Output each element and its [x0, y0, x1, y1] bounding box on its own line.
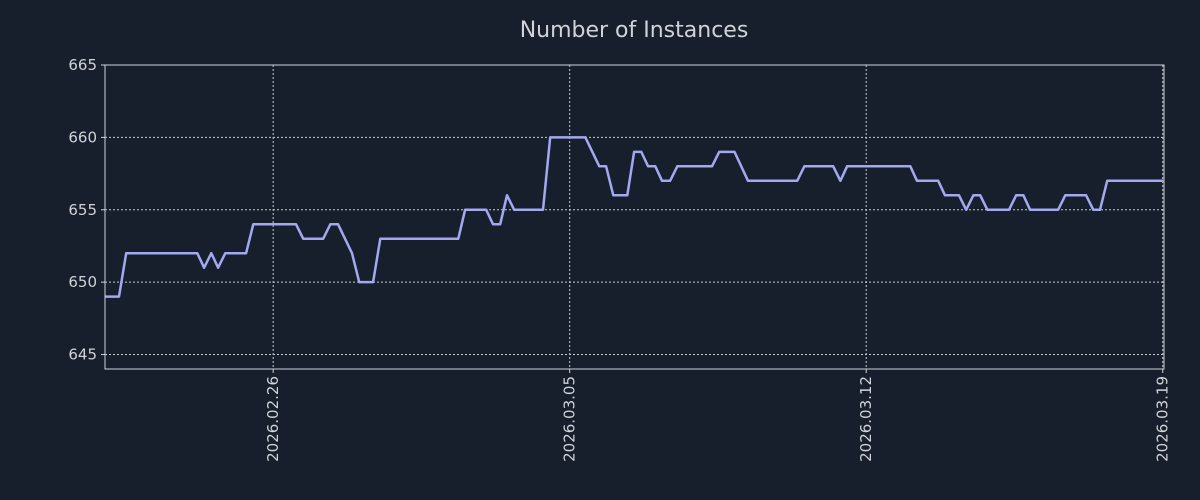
y-tick-label: 645	[68, 346, 97, 364]
y-tick-label: 655	[68, 201, 97, 219]
plot-frame	[104, 64, 1165, 370]
y-tick-label: 660	[68, 128, 97, 146]
y-tick-label: 665	[68, 56, 97, 74]
y-axis: 645 650 655 660 665	[68, 56, 105, 364]
y-tick-label: 650	[68, 273, 97, 291]
grid	[105, 64, 1164, 369]
chart-title: Number of Instances	[520, 18, 749, 43]
x-tick-label: 2026.02.26	[264, 376, 282, 462]
series-line	[105, 136, 1164, 298]
x-tick-label: 2026.03.19	[1154, 376, 1172, 462]
x-tick-label: 2026.03.12	[857, 376, 875, 462]
series-lines	[104, 136, 1164, 298]
x-tick-label: 2026.03.05	[561, 376, 579, 462]
x-axis: 2026.02.26 2026.03.05 2026.03.12 2026.03.19	[264, 369, 1172, 462]
